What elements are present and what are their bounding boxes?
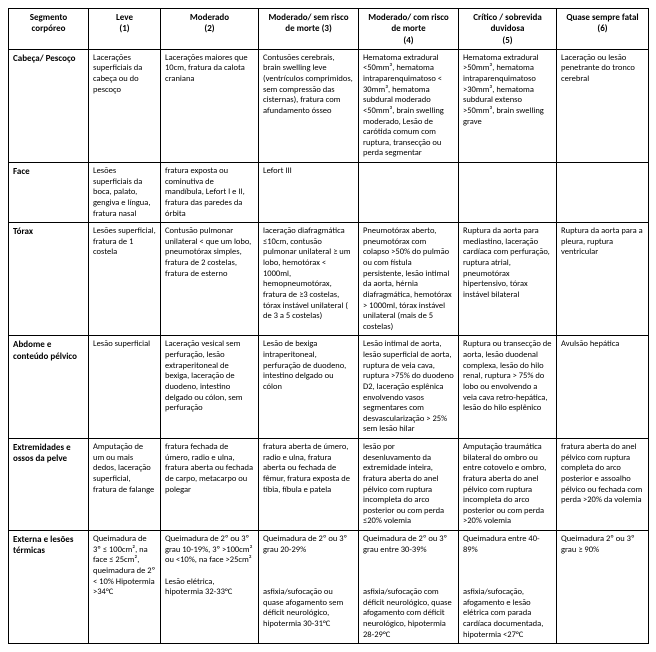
table-row: TóraxLesões superficial, fratura de 1 co…: [9, 223, 649, 336]
table-cell: [459, 163, 557, 223]
table-cell: Laceração ou lesão penetrante do tronco …: [557, 49, 649, 162]
col-label: Moderado/ com risco de morte: [368, 12, 449, 34]
table-cell: Hematoma extradural >50mm³, hematoma int…: [459, 49, 557, 162]
table-cell: Lesão superficial: [89, 336, 161, 439]
table-cell: Queimadura de 3º ≤ 100cm², na face ≤ 25c…: [89, 531, 161, 644]
table-cell: [557, 163, 649, 223]
table-cell: Queimadura de 2º ou 3º grau entre 30-39%…: [359, 531, 459, 644]
table-cell: fratura fechada de úmero, radio e ulna, …: [161, 439, 259, 531]
col-label: Segmento corpóreo: [30, 12, 68, 34]
table-cell: Ruptura da aorta para mediastino, lacera…: [459, 223, 557, 336]
table-cell: Contusão pulmonar unilateral < que um lo…: [161, 223, 259, 336]
col-label: Crítico / sobrevida duvidosa: [473, 12, 542, 34]
table-cell: Lacerações superficiais da cabeça ou do …: [89, 49, 161, 162]
col-sub: (4): [403, 35, 413, 46]
col-sub: (1): [119, 23, 129, 34]
table-cell: Avulsão hepática: [557, 336, 649, 439]
row-header: Face: [9, 163, 89, 223]
table-cell: Lesões superficiais da boca, palato, gen…: [89, 163, 161, 223]
table-row: Abdome e conteúdo pélvicoLesão superfici…: [9, 336, 649, 439]
col-sub: (6): [597, 23, 607, 34]
table-cell: [359, 163, 459, 223]
table-cell: Lesão intimal de aorta, lesão superficia…: [359, 336, 459, 439]
col-header-6: Quase sempre fatal (6): [557, 9, 649, 50]
table-cell: Lesão de bexiga intraperitoneal, perfura…: [259, 336, 359, 439]
table-row: FaceLesões superficiais da boca, palato,…: [9, 163, 649, 223]
col-label: Moderado: [190, 12, 229, 23]
row-header: Externa e lesões térmicas: [9, 531, 89, 644]
table-cell: Contusões cerebrais, brain swelling leve…: [259, 49, 359, 162]
col-label: Moderado/ sem risco de morte (3): [268, 12, 348, 34]
table-cell: Pneumotórax aberto, pneumotórax com cola…: [359, 223, 459, 336]
col-label: Leve: [116, 12, 133, 23]
col-label: Quase sempre fatal: [566, 12, 638, 23]
table-cell: Queimadura entre 40-89%asfixia/sufocação…: [459, 531, 557, 644]
col-header-4: Moderado/ com risco de morte (4): [359, 9, 459, 50]
table-cell: Queimadura de 2º ou 3º grau 10-19%, 3º >…: [161, 531, 259, 644]
table-cell: Lacerações maiores que 10cm, fratura da …: [161, 49, 259, 162]
table-cell: Amputação de um ou mais dedos, laceração…: [89, 439, 161, 531]
table-cell: fratura exposta ou cominutiva de mandíbu…: [161, 163, 259, 223]
table-cell: Laceração vesical sem perfuração, lesão …: [161, 336, 259, 439]
table-cell: Ruptura da aorta para a pleura, ruptura …: [557, 223, 649, 336]
row-header: Extremidades e ossos da pelve: [9, 439, 89, 531]
table-cell: laceração diafragmática ≤10cm, contusão …: [259, 223, 359, 336]
row-header: Tórax: [9, 223, 89, 336]
row-header: Cabeça/ Pescoço: [9, 49, 89, 162]
col-header-segment: Segmento corpóreo: [9, 9, 89, 50]
table-cell: Hematoma extradural <50mm³, hematoma int…: [359, 49, 459, 162]
table-header-row: Segmento corpóreo Leve (1) Moderado (2) …: [9, 9, 649, 50]
col-header-3: Moderado/ sem risco de morte (3): [259, 9, 359, 50]
injury-severity-table: Segmento corpóreo Leve (1) Moderado (2) …: [8, 8, 649, 644]
row-header: Abdome e conteúdo pélvico: [9, 336, 89, 439]
table-row: Extremidades e ossos da pelveAmputação d…: [9, 439, 649, 531]
table-cell: Amputação traumática bilateral do ombro …: [459, 439, 557, 531]
col-sub: (2): [204, 23, 214, 34]
table-cell: Lesões superficial, fratura de 1 costela: [89, 223, 161, 336]
table-cell: Queimadura 2º ou 3º grau ≥ 90%: [557, 531, 649, 644]
table-body: Cabeça/ PescoçoLacerações superficiais d…: [9, 49, 649, 644]
col-sub: (5): [502, 35, 512, 46]
table-cell: lesão por desenluvamento da extremidade …: [359, 439, 459, 531]
col-header-1: Leve (1): [89, 9, 161, 50]
col-header-2: Moderado (2): [161, 9, 259, 50]
table-cell: Queimadura de 2º ou 3º grau 20-29%asfixi…: [259, 531, 359, 644]
table-cell: fratura aberta do anel pélvico com ruptu…: [557, 439, 649, 531]
table-cell: Lefort III: [259, 163, 359, 223]
table-cell: fratura aberta de úmero, radio e ulna, f…: [259, 439, 359, 531]
table-row: Cabeça/ PescoçoLacerações superficiais d…: [9, 49, 649, 162]
col-header-5: Crítico / sobrevida duvidosa (5): [459, 9, 557, 50]
table-cell: Ruptura ou transecção de aorta, lesão du…: [459, 336, 557, 439]
table-row: Externa e lesões térmicasQueimadura de 3…: [9, 531, 649, 644]
